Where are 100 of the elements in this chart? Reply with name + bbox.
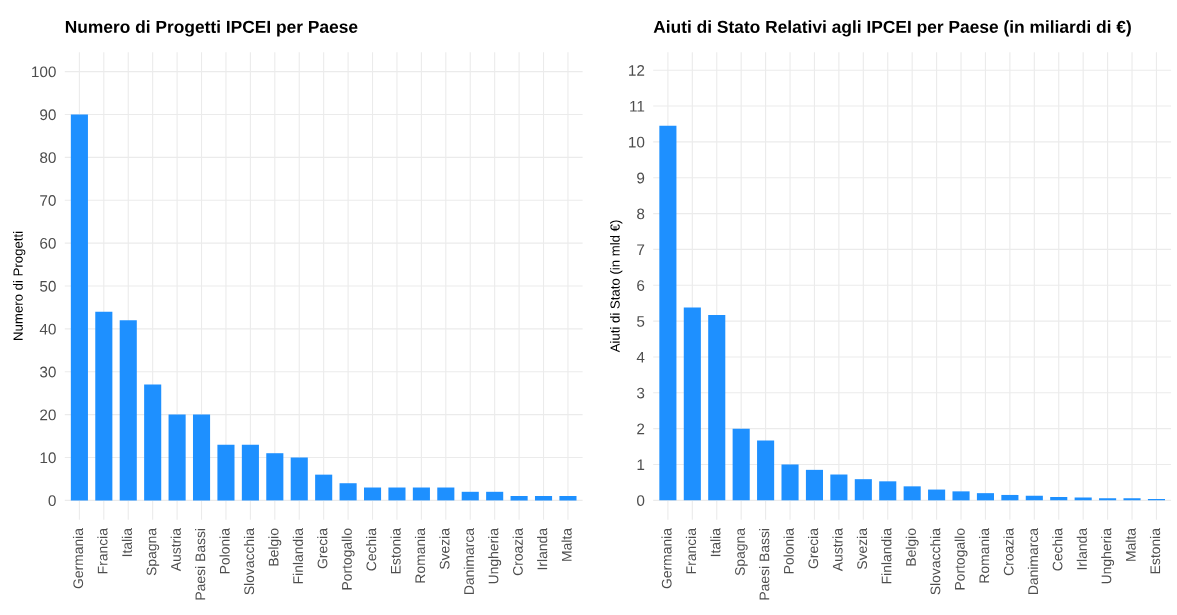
- y-tick-label: 12: [629, 65, 645, 76]
- chart-title: Aiuti di Stato Relativi agli IPCEI per Paese (in miliardi di €): [653, 20, 1131, 37]
- bar: [119, 320, 137, 501]
- x-tick-label: Slovacchia: [243, 528, 255, 595]
- y-tick-label: 70: [40, 195, 56, 206]
- x-tick-label: Spagna: [146, 528, 160, 576]
- x-tick-label: Finlandia: [292, 528, 303, 584]
- bar: [266, 453, 284, 501]
- bar: [952, 491, 970, 501]
- x-tick-label: Ungheria: [488, 528, 502, 584]
- x-tick-label: Francia: [685, 528, 697, 574]
- x-tick-label: Finlandia: [881, 528, 892, 584]
- bar: [315, 474, 333, 501]
- bar: [388, 487, 406, 501]
- y-axis-title: Aiuti di Stato (in mld €): [610, 220, 623, 353]
- bar: [781, 464, 799, 501]
- x-tick-label: Estonia: [1149, 528, 1161, 574]
- bar: [168, 414, 186, 501]
- bar: [70, 114, 88, 501]
- bar: [192, 414, 211, 501]
- y-tick-label: 10: [40, 452, 56, 464]
- y-tick-label: 50: [40, 280, 56, 292]
- bar: [461, 491, 479, 501]
- bar: [510, 496, 528, 501]
- bar: [290, 457, 308, 501]
- bar: [437, 487, 455, 501]
- y-tick-label: 30: [39, 366, 56, 378]
- y-tick-label: 2: [637, 423, 645, 435]
- bar: [534, 496, 553, 501]
- y-tick-label: 40: [39, 323, 56, 335]
- y-tick-label: 3: [636, 387, 645, 399]
- x-tick-label: Paesi Bassi: [195, 528, 206, 600]
- x-tick-label: Austria: [170, 528, 181, 572]
- x-tick-label: Belgio: [268, 528, 282, 566]
- x-tick-label: Danimarca: [1027, 528, 1039, 595]
- bar: [879, 481, 897, 501]
- x-tick-label: Estonia: [390, 528, 401, 574]
- bar: [241, 444, 259, 501]
- bar: [1123, 498, 1141, 501]
- x-tick-label: Irlanda: [1076, 528, 1087, 570]
- x-tick-label: Malta: [561, 528, 572, 561]
- x-tick-label: Croazia: [1003, 528, 1014, 576]
- bar: [757, 440, 775, 501]
- bar: [854, 479, 872, 501]
- y-tick-label: 0: [637, 495, 645, 507]
- y-tick-label: 1: [637, 459, 645, 471]
- x-tick-label: Malta: [1125, 528, 1136, 561]
- x-tick-label: Italia: [710, 528, 721, 557]
- x-tick-label: Cechia: [1052, 528, 1063, 571]
- x-tick-label: Romania: [414, 528, 426, 583]
- x-tick-label: Portogallo: [341, 528, 355, 590]
- x-tick-label: Italia: [121, 528, 132, 557]
- x-tick-label: Portogallo: [954, 528, 968, 590]
- y-tick-label: 11: [630, 101, 645, 112]
- bar: [708, 315, 726, 501]
- bar: [144, 384, 162, 501]
- bar: [559, 496, 577, 501]
- x-tick-label: Ungheria: [1101, 528, 1115, 584]
- bar: [976, 493, 995, 501]
- x-tick-label: Grecia: [807, 528, 819, 569]
- y-tick-label: 5: [637, 316, 645, 327]
- bar: [486, 491, 504, 501]
- y-tick-label: 0: [48, 495, 56, 507]
- bar: [1099, 498, 1117, 501]
- y-tick-label: 6: [637, 280, 645, 291]
- x-tick-label: Grecia: [317, 528, 328, 569]
- x-tick-label: Cechia: [366, 528, 377, 571]
- y-tick-label: 60: [40, 237, 56, 249]
- y-tick-label: 100: [32, 66, 56, 78]
- x-tick-label: Germania: [661, 528, 672, 589]
- x-tick-label: Slovacchia: [930, 528, 941, 595]
- bar: [363, 487, 382, 501]
- bar: [217, 444, 235, 501]
- bar: [1074, 497, 1092, 501]
- y-tick-label: 10: [629, 136, 645, 148]
- x-tick-label: Paesi Bassi: [759, 528, 770, 600]
- bar: [659, 125, 677, 501]
- x-tick-label: Croazia: [512, 528, 523, 576]
- x-tick-label: Romania: [978, 528, 990, 583]
- x-tick-label: Svezia: [439, 528, 450, 570]
- bar: [928, 489, 946, 501]
- bar: [732, 428, 750, 501]
- bar: [683, 307, 701, 501]
- x-tick-label: Spagna: [735, 528, 748, 576]
- bar: [95, 311, 113, 501]
- bar: [412, 487, 430, 501]
- bar: [830, 474, 848, 501]
- y-tick-label: 9: [637, 172, 645, 184]
- y-tick-label: 4: [636, 351, 645, 363]
- bar: [1050, 497, 1068, 501]
- x-tick-label: Austria: [832, 528, 843, 572]
- x-tick-label: Irlanda: [537, 528, 548, 570]
- bar: [903, 486, 921, 501]
- bar: [1001, 494, 1019, 501]
- y-tick-label: 80: [40, 152, 56, 164]
- y-tick-label: 20: [40, 409, 56, 421]
- bar: [805, 469, 824, 501]
- bar: [339, 483, 357, 501]
- x-tick-label: Germania: [72, 528, 84, 589]
- x-tick-label: Belgio: [905, 528, 919, 566]
